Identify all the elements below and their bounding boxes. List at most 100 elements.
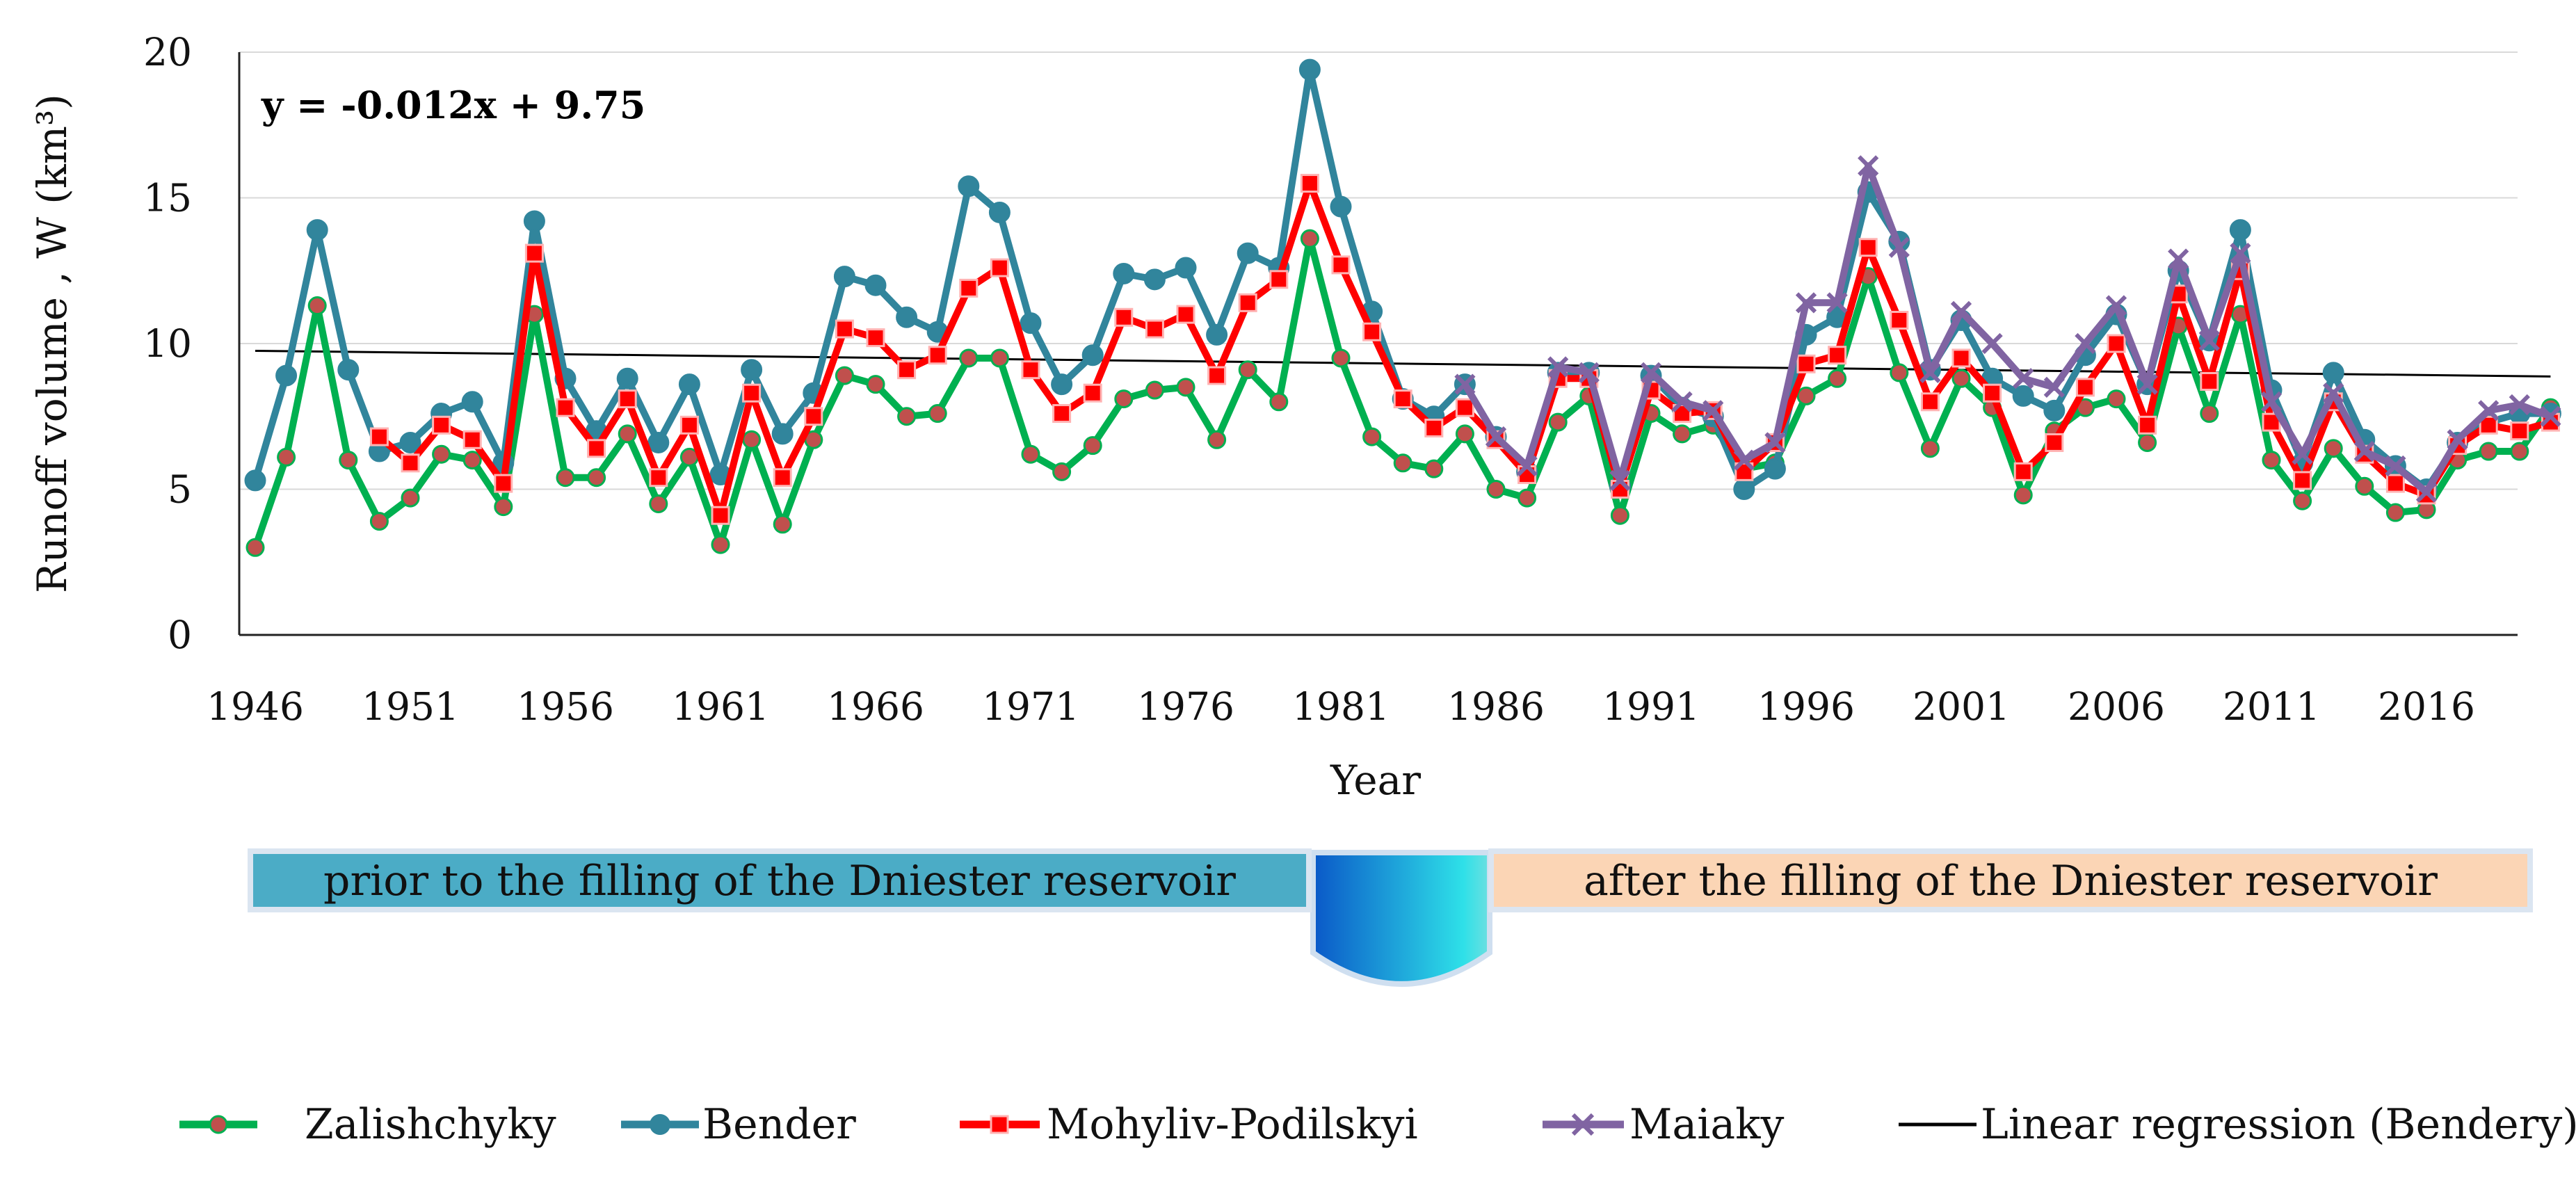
data-point-bender bbox=[523, 210, 545, 232]
data-point-zalishchyky bbox=[1331, 348, 1351, 368]
data-point-mohyliv-podilskyi bbox=[897, 360, 917, 380]
data-point-zalishchyky bbox=[649, 494, 668, 513]
data-point-zalishchyky bbox=[618, 424, 637, 444]
data-point-zalishchyky bbox=[1300, 229, 1319, 248]
data-point-maiaky bbox=[1516, 455, 1538, 477]
data-point-zalishchyky bbox=[1486, 480, 1506, 499]
data-point-bender bbox=[864, 274, 887, 296]
y-tick-labels: 0 5 10 15 20 bbox=[143, 30, 192, 657]
data-point-zalishchyky bbox=[245, 538, 265, 557]
data-point-bender bbox=[616, 367, 638, 389]
legend-marker-mohyliv bbox=[990, 1115, 1009, 1134]
x-tick-label: 2016 bbox=[2378, 684, 2475, 729]
data-point-bender bbox=[771, 423, 794, 445]
legend-item-regression: Linear regression (Bendery) bbox=[1899, 1100, 2576, 1149]
data-point-mohyliv-podilskyi bbox=[1083, 383, 1102, 403]
data-point-maiaky bbox=[1671, 391, 1693, 412]
data-point-mohyliv-podilskyi bbox=[1393, 389, 1412, 409]
data-point-mohyliv-podilskyi bbox=[432, 415, 451, 435]
data-point-bender bbox=[647, 431, 670, 453]
legend-label-bender: Bender bbox=[702, 1100, 856, 1149]
data-point-maiaky bbox=[1640, 362, 1662, 384]
x-tick-labels: 1946 1951 1956 1961 1966 1971 1976 1981 1986 1991… bbox=[207, 684, 2475, 729]
data-point-mohyliv-podilskyi bbox=[1983, 383, 2002, 403]
data-point-bender bbox=[1081, 344, 1104, 366]
data-point-maiaky bbox=[1609, 469, 1631, 492]
data-point-zalishchyky bbox=[307, 296, 327, 316]
regression-equation: y = -0.012x + 9.75 bbox=[261, 83, 645, 127]
data-point-maiaky bbox=[2478, 400, 2499, 421]
data-point-mohyliv-podilskyi bbox=[1176, 305, 1196, 324]
data-point-mohyliv-podilskyi bbox=[587, 439, 606, 458]
data-point-zalishchyky bbox=[2355, 476, 2374, 496]
legend-label-maiaky: Maiaky bbox=[1629, 1100, 1785, 1149]
data-point-zalishchyky bbox=[277, 447, 296, 467]
data-point-zalishchyky bbox=[1455, 424, 1474, 444]
data-point-bender bbox=[2229, 219, 2251, 241]
data-point-mohyliv-podilskyi bbox=[1828, 346, 1847, 365]
period-after-label: after the filling of the Dniester reserv… bbox=[1584, 857, 2438, 905]
data-point-zalishchyky bbox=[2262, 451, 2281, 470]
data-point-mohyliv-podilskyi bbox=[462, 430, 482, 449]
data-point-bender bbox=[1237, 242, 1259, 264]
legend-item-mohyliv: Mohyliv-Podilskyi bbox=[960, 1100, 1418, 1149]
x-tick-label: 1981 bbox=[1292, 684, 1390, 729]
data-point-zalishchyky bbox=[1673, 424, 1692, 444]
data-point-zalishchyky bbox=[2510, 442, 2529, 461]
data-point-mohyliv-podilskyi bbox=[1424, 419, 1444, 438]
x-tick-label: 1971 bbox=[982, 684, 1079, 729]
x-tick-label: 1951 bbox=[362, 684, 459, 729]
data-point-maiaky bbox=[1702, 400, 1724, 421]
data-point-zalishchyky bbox=[2324, 439, 2343, 458]
data-point-bender bbox=[2043, 399, 2066, 421]
data-point-zalishchyky bbox=[2293, 491, 2312, 510]
data-point-zalishchyky bbox=[1269, 392, 1289, 412]
data-point-zalishchyky bbox=[369, 512, 389, 531]
data-point-zalishchyky bbox=[1083, 436, 1102, 456]
data-point-bender bbox=[461, 391, 483, 413]
data-point-mohyliv-podilskyi bbox=[2293, 471, 2312, 490]
x-tick-label: 1991 bbox=[1602, 684, 1700, 729]
data-point-maiaky bbox=[1547, 356, 1569, 378]
data-point-zalishchyky bbox=[556, 468, 575, 487]
data-point-zalishchyky bbox=[1052, 462, 1072, 481]
data-point-zalishchyky bbox=[1238, 360, 1257, 380]
data-point-bender bbox=[2012, 385, 2034, 407]
data-point-zalishchyky bbox=[1021, 444, 1040, 464]
data-point-mohyliv-podilskyi bbox=[928, 346, 947, 365]
data-point-maiaky bbox=[1454, 373, 1476, 395]
period-before-box bbox=[248, 848, 1312, 912]
data-point-zalishchyky bbox=[1176, 378, 1196, 397]
data-point-maiaky bbox=[1733, 449, 1755, 471]
data-point-zalishchyky bbox=[928, 404, 947, 424]
data-point-zalishchyky bbox=[866, 375, 885, 394]
transition-gradient-shape bbox=[1310, 850, 1492, 987]
legend-item-maiaky: Maiaky bbox=[1543, 1100, 1785, 1149]
data-point-maiaky bbox=[2230, 242, 2251, 264]
y-tick-label: 0 bbox=[168, 613, 192, 657]
data-point-maiaky bbox=[2198, 330, 2220, 351]
data-point-bender bbox=[337, 359, 360, 381]
data-point-mohyliv-podilskyi bbox=[1858, 238, 1878, 257]
data-point-bender bbox=[678, 373, 700, 396]
data-point-maiaky bbox=[2168, 248, 2189, 270]
period-band: prior to the filling of the Dniester res… bbox=[248, 848, 2533, 987]
data-point-mohyliv-podilskyi bbox=[2510, 421, 2529, 441]
y-tick-label: 5 bbox=[168, 467, 192, 512]
data-point-mohyliv-podilskyi bbox=[2075, 378, 2095, 397]
y-tick-label: 10 bbox=[143, 321, 192, 366]
period-after-box bbox=[1488, 848, 2533, 912]
data-point-zalishchyky bbox=[1548, 412, 1568, 432]
data-point-mohyliv-podilskyi bbox=[649, 468, 668, 487]
data-point-maiaky bbox=[2385, 455, 2406, 477]
legend-label-mohyliv: Mohyliv-Podilskyi bbox=[1047, 1100, 1418, 1149]
data-point-mohyliv-podilskyi bbox=[369, 427, 389, 446]
data-point-zalishchyky bbox=[2107, 389, 2126, 409]
data-point-bender bbox=[1051, 373, 1073, 396]
x-axis-title: Year bbox=[1330, 757, 1421, 804]
data-point-bender bbox=[1175, 257, 1197, 279]
data-point-maiaky bbox=[1578, 362, 1600, 384]
x-tick-label: 2011 bbox=[2223, 684, 2320, 729]
legend-label-zalishchyky: Zalishchyky bbox=[305, 1100, 556, 1149]
data-point-maiaky bbox=[2323, 382, 2344, 404]
